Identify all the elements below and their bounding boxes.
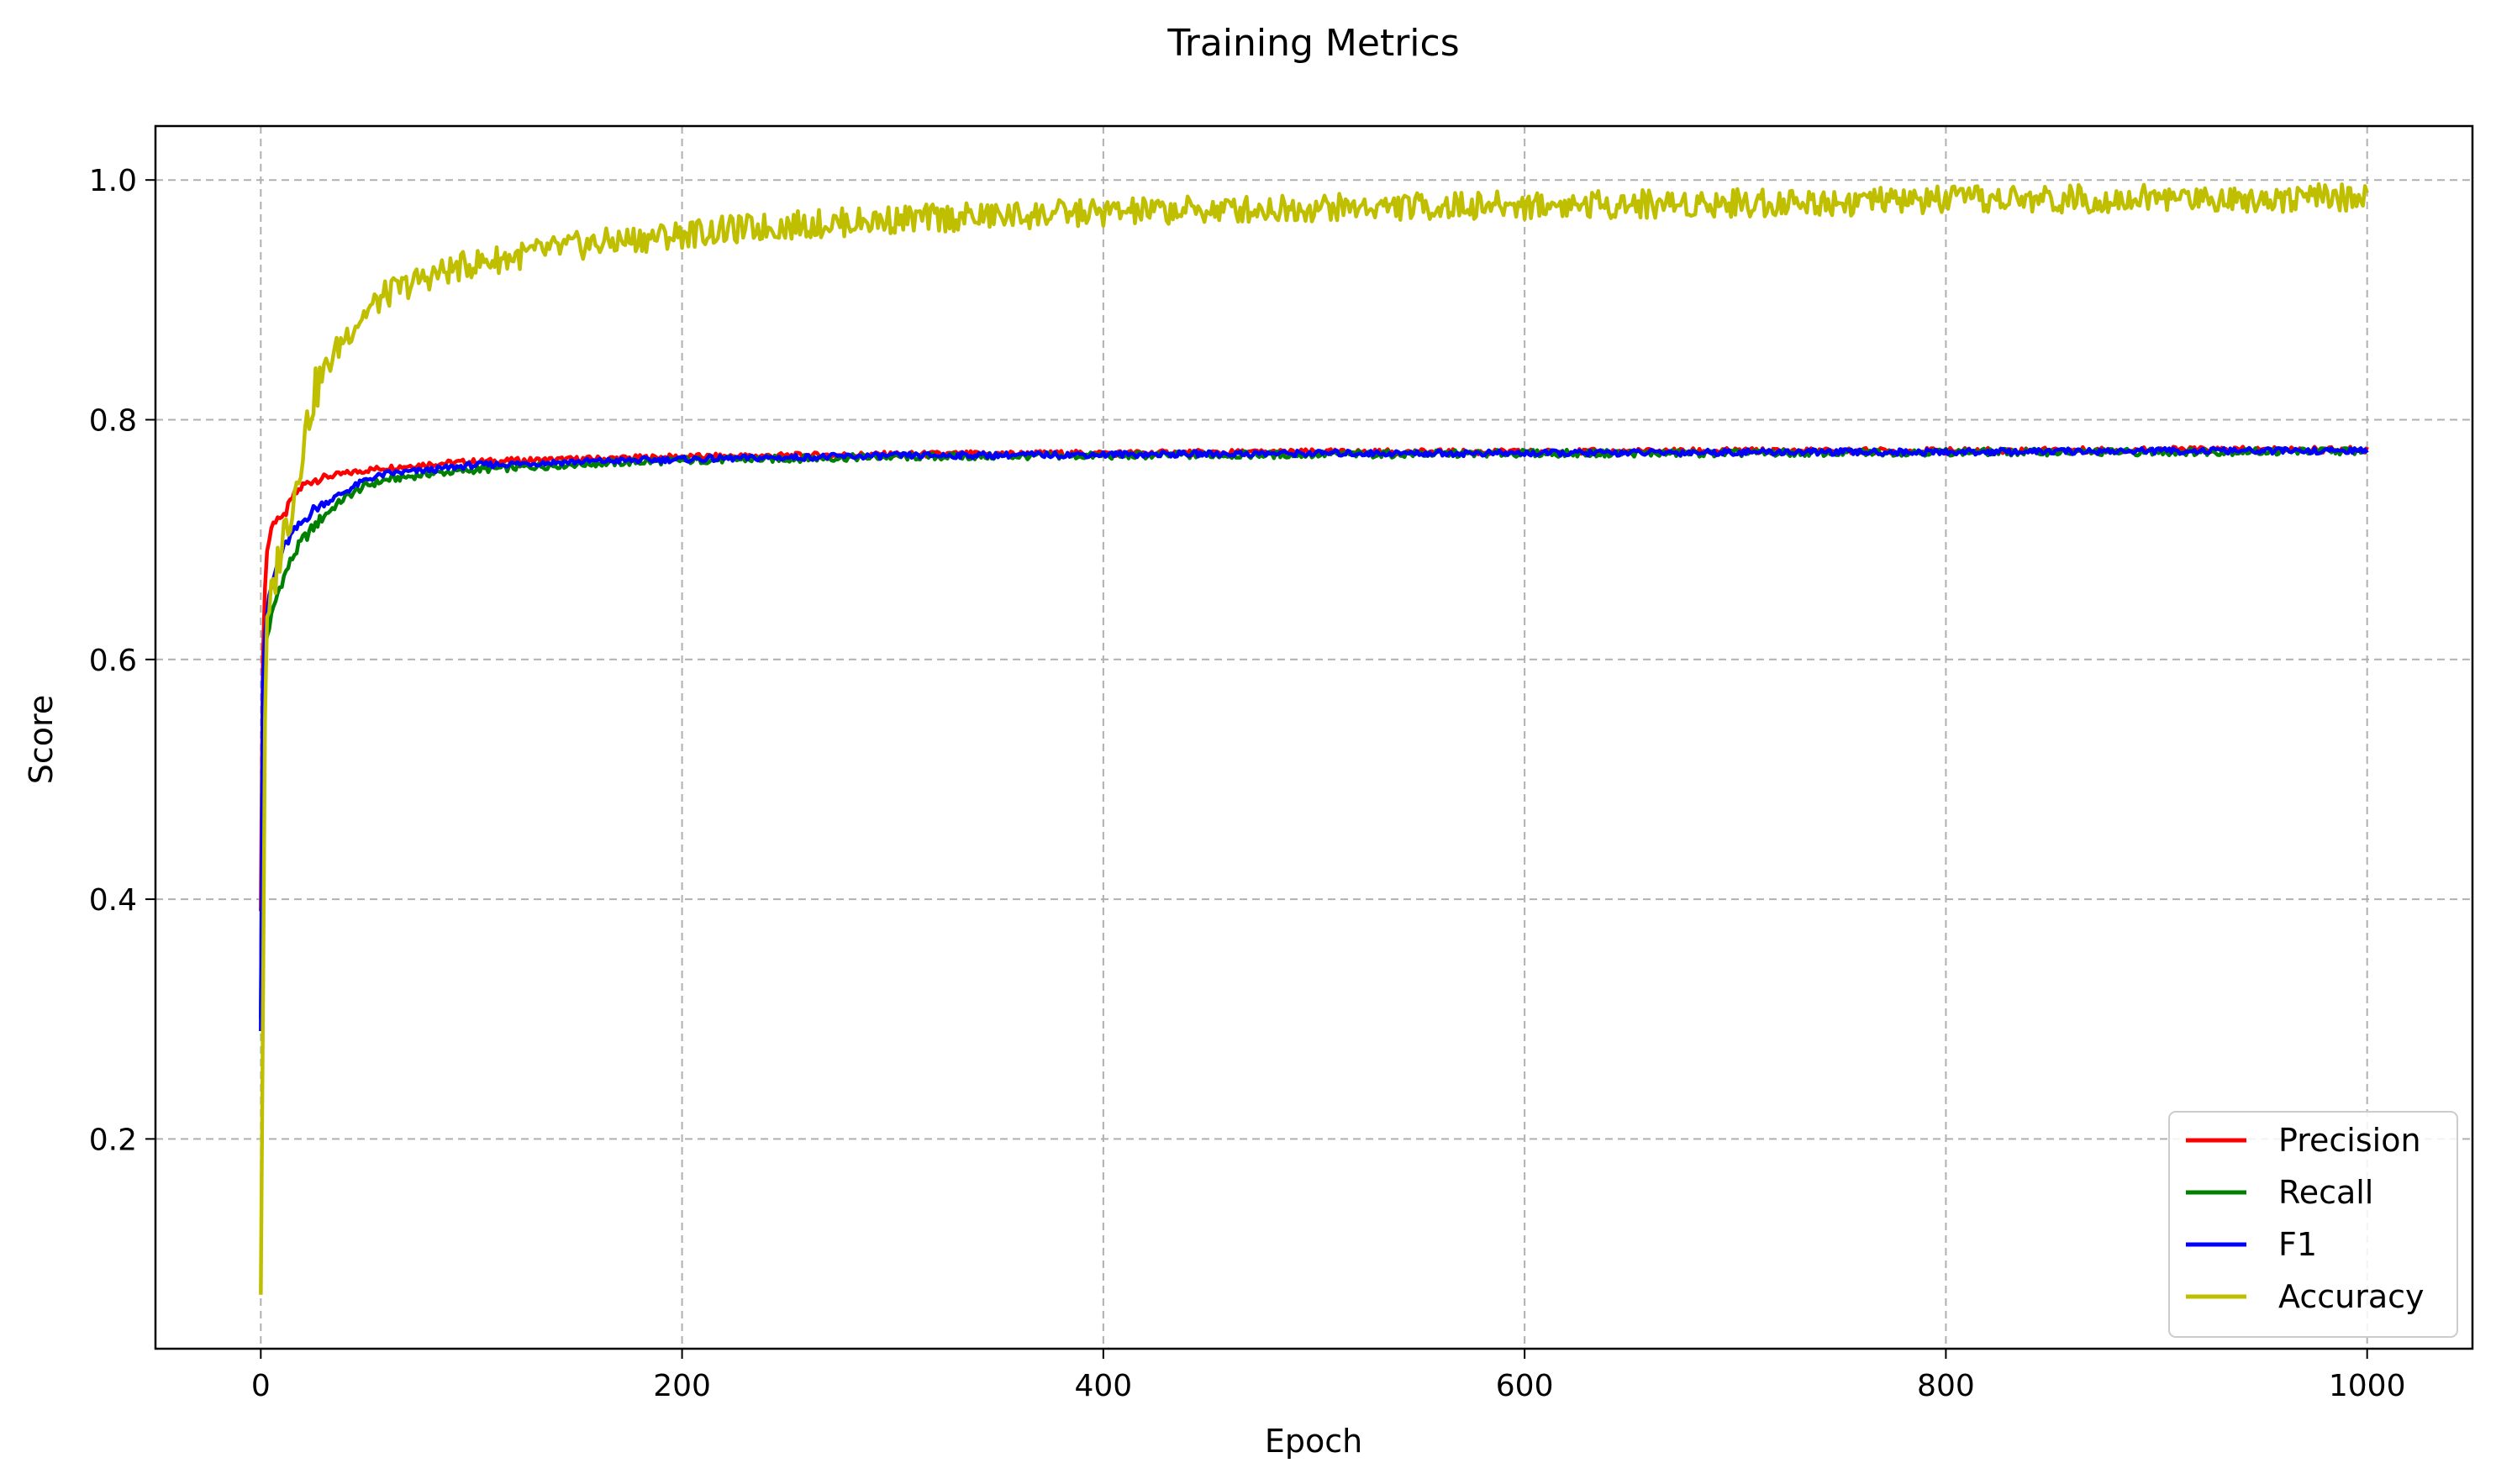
series-lines [259, 182, 2369, 1295]
x-axis-ticks: 0 200 400 600 800 1000 [251, 1349, 2406, 1403]
y-tick-label: 0.8 [89, 403, 137, 438]
chart-title: Training Metrics [1166, 22, 1459, 65]
y-axis-ticks: 0.2 0.4 0.6 0.8 1.0 [89, 164, 155, 1157]
y-tick-label: 0.4 [89, 883, 137, 918]
x-tick-label: 800 [1917, 1369, 1975, 1403]
x-tick-label: 600 [1496, 1369, 1554, 1403]
y-axis-label: Score [23, 695, 60, 784]
legend-label: Precision [2278, 1122, 2421, 1159]
legend-label: Recall [2278, 1174, 2373, 1211]
series-line-accuracy [259, 182, 2369, 1295]
x-tick-label: 400 [1075, 1369, 1133, 1403]
x-axis-label: Epoch [1265, 1423, 1362, 1460]
legend: Precision Recall F1 Accuracy [2168, 1111, 2458, 1338]
grid [155, 126, 2472, 1349]
x-tick-label: 1000 [2329, 1369, 2406, 1403]
series-line-f1 [259, 445, 2369, 1032]
y-tick-label: 0.2 [89, 1123, 137, 1157]
y-tick-label: 1.0 [89, 164, 137, 198]
plot-frame [154, 124, 2474, 1350]
x-tick-label: 200 [653, 1369, 711, 1403]
x-tick-label: 0 [251, 1369, 271, 1403]
legend-label: F1 [2278, 1226, 2317, 1263]
y-tick-label: 0.6 [89, 644, 137, 678]
legend-box [2168, 1111, 2458, 1338]
legend-label: Accuracy [2278, 1278, 2425, 1315]
